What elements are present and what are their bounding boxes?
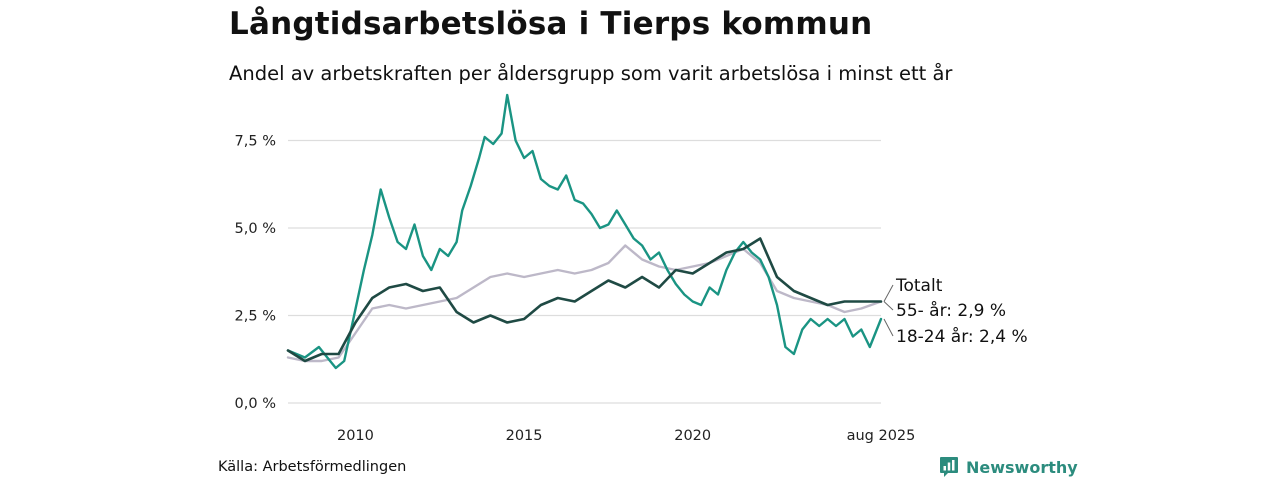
brand-logo: Newsworthy: [939, 456, 1078, 478]
source-note: Källa: Arbetsförmedlingen: [218, 459, 407, 475]
leader-line: [883, 301, 894, 311]
newsworthy-chart-logo-icon: [940, 457, 958, 477]
chart-subtitle: Andel av arbetskraften per åldersgrupp s…: [229, 62, 953, 85]
series-line-total: [286, 237, 883, 363]
leader-line: [883, 284, 894, 302]
x-axis-ticks: 2010 2015 2020 aug 2025: [337, 428, 915, 444]
end-label-youth: 18-24 år: 2,4 %: [896, 326, 1028, 347]
end-label-senior: 55- år: 2,9 %: [896, 300, 1006, 321]
y-tick-label: 7,5 %: [235, 134, 276, 150]
gridlines: [288, 139, 881, 404]
leader-line: [883, 318, 894, 337]
chart-title: Långtidsarbetslösa i Tierps kommun: [229, 6, 873, 42]
series-lines: [286, 93, 883, 370]
brand-name: Newsworthy: [966, 457, 1078, 477]
end-label-total: Totalt: [895, 276, 943, 296]
x-tick-label: 2020: [674, 428, 711, 444]
y-axis-ticks: 0,0 % 2,5 % 5,0 % 7,5 %: [235, 134, 276, 413]
y-tick-label: 0,0 %: [235, 396, 276, 412]
x-tick-label: 2010: [337, 428, 374, 444]
y-tick-label: 2,5 %: [235, 309, 276, 325]
end-labels: 18-24 år: 2,4 % 55- år: 2,9 % Totalt: [883, 276, 1028, 347]
series-line-youth: [286, 93, 883, 370]
series-line-senior: [286, 244, 883, 363]
x-tick-label: 2015: [506, 428, 543, 444]
x-tick-label: aug 2025: [847, 428, 916, 444]
y-tick-label: 5,0 %: [235, 221, 276, 237]
